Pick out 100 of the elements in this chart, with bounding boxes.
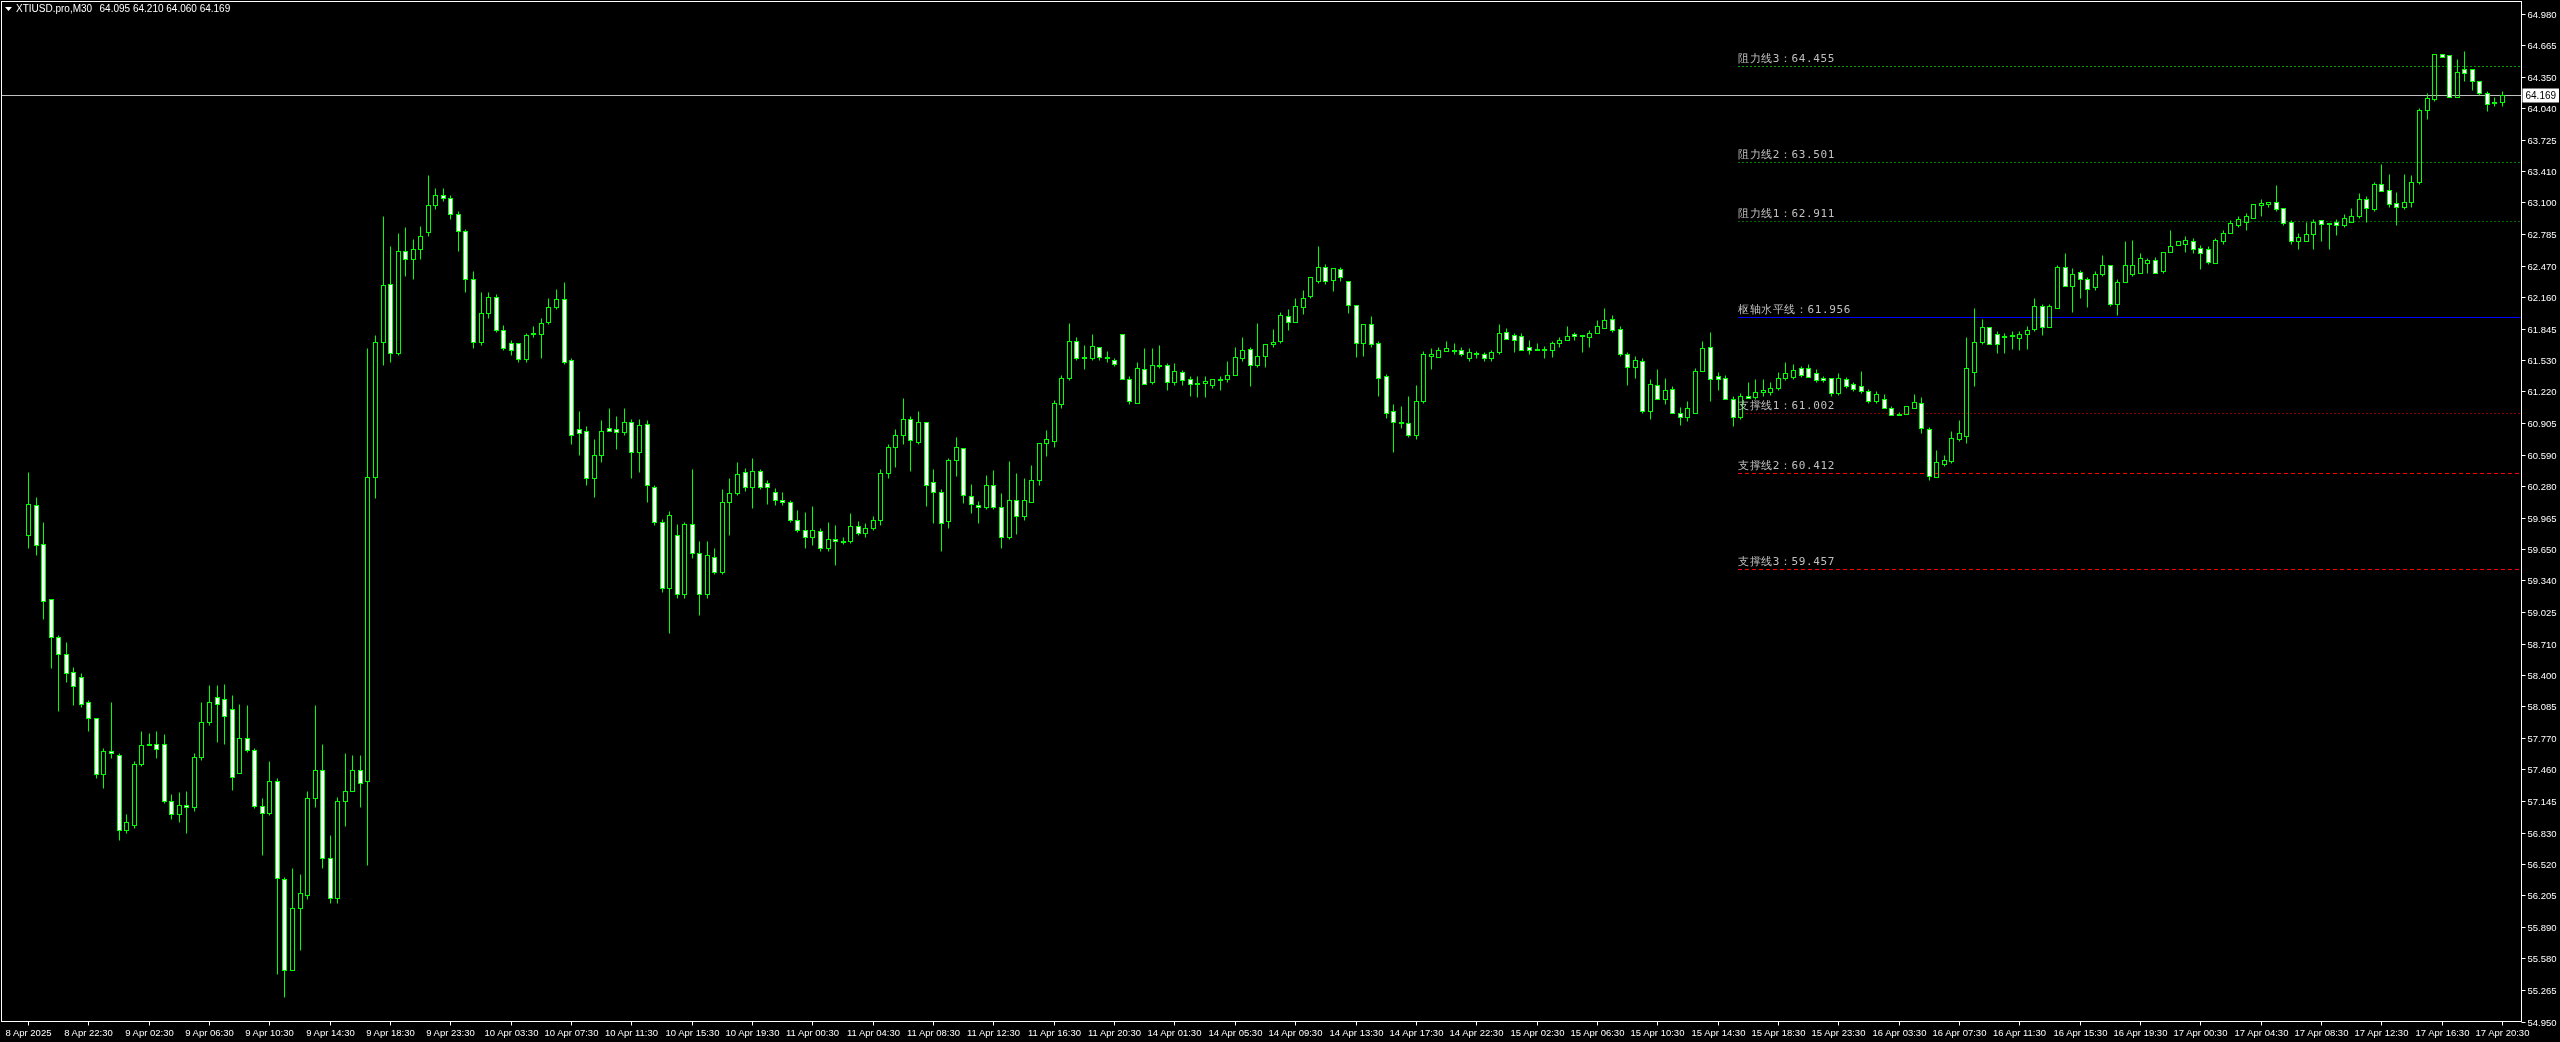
candlestick xyxy=(1286,309,1291,331)
candlestick xyxy=(2432,54,2437,102)
candlestick xyxy=(479,292,484,346)
candlestick xyxy=(1067,323,1072,381)
candlestick xyxy=(539,318,544,359)
candlestick xyxy=(1406,396,1411,438)
y-tick-label: 62.160 xyxy=(2527,292,2557,303)
candlestick xyxy=(969,484,974,514)
candlestick xyxy=(1248,347,1253,387)
x-tick-label: 17 Apr 12:30 xyxy=(2354,1027,2409,1038)
candlestick xyxy=(1097,347,1102,361)
x-tick-label: 8 Apr 2025 xyxy=(5,1027,52,1038)
x-tick-label: 16 Apr 15:30 xyxy=(2053,1027,2108,1038)
candlestick xyxy=(614,416,619,450)
x-tick-label: 14 Apr 13:30 xyxy=(1329,1027,1384,1038)
x-tick-label: 11 Apr 00:30 xyxy=(785,1027,840,1038)
y-tick-label: 58.400 xyxy=(2527,670,2557,681)
candlestick xyxy=(2025,326,2030,350)
x-tick-label: 15 Apr 02:30 xyxy=(1510,1027,1565,1038)
x-tick-label: 9 Apr 14:30 xyxy=(306,1027,355,1038)
candlestick xyxy=(1120,334,1125,380)
candlestick xyxy=(1255,323,1260,368)
candlestick xyxy=(2244,213,2249,231)
candlestick xyxy=(1188,376,1193,397)
candlestick xyxy=(1512,333,1517,353)
candlestick xyxy=(1361,324,1366,357)
candlestick xyxy=(1783,362,1788,381)
candlestick xyxy=(2425,93,2430,120)
candlestick xyxy=(645,420,650,503)
candlestick xyxy=(305,791,310,900)
ref-line-label: 阻力线3：64.455 xyxy=(1738,51,1835,65)
candlestick xyxy=(2281,208,2286,226)
candlestick xyxy=(237,704,242,774)
candlestick xyxy=(1022,478,1027,521)
candlestick xyxy=(750,458,755,509)
candlestick xyxy=(486,292,491,319)
candlestick xyxy=(939,489,944,552)
y-tick-label: 63.100 xyxy=(2527,197,2557,208)
candlestick xyxy=(358,755,363,808)
candlestick xyxy=(199,702,204,761)
candlestick xyxy=(931,469,936,524)
candlestick xyxy=(124,814,129,834)
candlestick xyxy=(1263,344,1268,368)
candlestick xyxy=(991,470,996,510)
x-tick-label: 15 Apr 14:30 xyxy=(1691,1027,1746,1038)
x-tick-label: 16 Apr 07:30 xyxy=(1932,1027,1987,1038)
candlestick xyxy=(1308,277,1313,299)
candlestick xyxy=(810,506,815,546)
x-tick-label: 15 Apr 23:30 xyxy=(1811,1027,1866,1038)
candlestick xyxy=(1172,363,1177,386)
candlestick xyxy=(2327,223,2332,250)
candlestick xyxy=(1082,345,1087,370)
candlestick xyxy=(584,426,589,486)
candlestick xyxy=(1633,356,1638,379)
candlestick xyxy=(1429,348,1434,370)
candlestick xyxy=(2108,265,2113,307)
candlestick xyxy=(1565,326,1570,341)
candlestick xyxy=(1014,473,1019,535)
candlestick xyxy=(320,744,325,869)
y-tick-label: 61.530 xyxy=(2527,355,2557,366)
candlestick xyxy=(463,229,468,293)
y-tick-label: 54.950 xyxy=(2527,1017,2557,1028)
candlestick xyxy=(403,227,408,277)
candlestick xyxy=(976,501,981,524)
candlestick xyxy=(712,548,717,575)
candlestick xyxy=(833,525,838,566)
candlestick xyxy=(2455,59,2460,98)
y-tick-label: 57.770 xyxy=(2527,733,2557,744)
candlestick xyxy=(1972,308,1977,387)
candlestick xyxy=(1203,376,1208,398)
candlestick xyxy=(365,348,370,866)
x-tick-label: 8 Apr 22:30 xyxy=(64,1027,113,1038)
candlestick xyxy=(207,685,212,726)
candlestick xyxy=(26,472,31,549)
y-tick-label: 64.040 xyxy=(2527,103,2557,114)
candlestick xyxy=(381,216,386,366)
candlestick xyxy=(1497,324,1502,355)
y-tick-label: 59.340 xyxy=(2527,575,2557,586)
x-tick-label: 9 Apr 06:30 xyxy=(185,1027,234,1038)
candlestick xyxy=(1346,281,1351,314)
candlestick xyxy=(245,705,250,753)
candlestick xyxy=(2161,252,2166,274)
y-tick-label: 63.410 xyxy=(2527,166,2557,177)
x-tick-label: 11 Apr 16:30 xyxy=(1027,1027,1082,1038)
candlestick xyxy=(1708,332,1713,402)
candlestick xyxy=(222,684,227,745)
candlestick xyxy=(1391,404,1396,453)
candlestick xyxy=(41,522,46,620)
x-tick-label: 15 Apr 10:30 xyxy=(1630,1027,1685,1038)
candlestick xyxy=(267,761,272,816)
candlestick xyxy=(177,792,182,823)
candlestick xyxy=(139,731,144,767)
x-tick-label: 9 Apr 23:30 xyxy=(426,1027,475,1038)
candlestick xyxy=(1007,461,1012,540)
candlestick xyxy=(1904,406,1909,415)
candlestick xyxy=(1271,329,1276,348)
y-tick-label: 61.845 xyxy=(2527,324,2557,335)
x-tick-label: 14 Apr 01:30 xyxy=(1147,1027,1202,1038)
x-tick-label: 10 Apr 07:30 xyxy=(544,1027,599,1038)
candlestick xyxy=(607,408,612,432)
